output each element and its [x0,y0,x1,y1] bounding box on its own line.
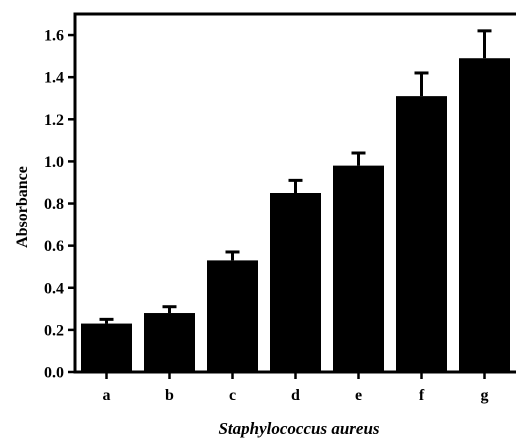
y-tick-label: 0.6 [44,238,64,255]
x-tick-label-d: d [291,387,300,404]
bar-f [396,96,447,373]
bar-a [81,323,132,372]
bar-g [459,58,510,372]
x-tick-label-b: b [165,387,174,404]
y-axis-ticks: 0.0 0.2 0.4 0.6 0.8 1.0 1.2 1.4 1.6 [44,28,75,382]
bar-c [207,260,258,372]
y-tick-label: 1.2 [44,112,64,129]
y-tick-label: 0.4 [44,280,64,297]
y-tick-label: 1.4 [44,70,64,87]
x-axis-ticks: a b c d e f g [103,372,489,404]
y-tick-label: 0.0 [44,365,64,382]
x-tick-label-e: e [355,387,362,404]
x-tick-label-c: c [229,387,236,404]
x-tick-label-a: a [103,387,111,404]
x-axis-title: Staphylococcus aureus [218,419,379,438]
bar-b [144,313,195,372]
bars [81,58,510,373]
x-tick-label-g: g [481,387,489,404]
y-axis-title: Absorbance [14,166,31,248]
x-tick-label-f: f [419,387,425,404]
error-bars [99,29,492,324]
y-tick-label: 1.6 [44,28,64,45]
y-tick-label: 0.8 [44,196,64,213]
bar-d [270,193,321,372]
y-tick-label: 0.2 [44,322,64,339]
y-tick-label: 1.0 [44,154,64,171]
bar-e [333,165,384,372]
